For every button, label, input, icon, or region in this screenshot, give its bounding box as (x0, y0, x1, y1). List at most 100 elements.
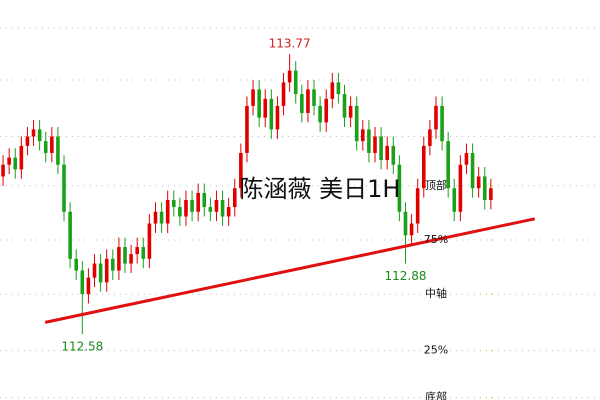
candle (196, 183, 200, 222)
candle (74, 249, 79, 280)
candle (470, 143, 475, 198)
candle (458, 155, 463, 222)
candle (98, 254, 103, 292)
candle (31, 120, 36, 146)
candle-body (470, 152, 475, 189)
candle (300, 84, 304, 123)
candle (165, 190, 170, 233)
candle-body (43, 141, 48, 153)
candle (251, 80, 255, 116)
candle-body (397, 164, 402, 212)
candle (92, 254, 97, 288)
candle (117, 237, 121, 280)
candle (379, 127, 383, 170)
candle (489, 178, 493, 210)
candle (428, 120, 432, 156)
candle-body (92, 263, 97, 278)
candle (104, 249, 109, 292)
candle (281, 72, 286, 116)
candle (111, 249, 115, 280)
candle (263, 89, 268, 128)
candle-body (220, 200, 225, 217)
candle (367, 120, 371, 163)
candle (415, 178, 420, 233)
candle-body (452, 188, 457, 212)
candle (306, 80, 310, 123)
candle-body (68, 211, 72, 259)
candle-body (153, 211, 158, 224)
candle (13, 148, 18, 179)
price-annotation: 112.88 (384, 269, 426, 283)
level-label: 底部 (425, 390, 447, 400)
candle (80, 261, 85, 335)
candle-body (373, 136, 377, 153)
watermark: 陈涵薇 美日1H (240, 175, 401, 203)
candle-body (342, 94, 347, 118)
candle-body (421, 145, 426, 189)
candle-body (263, 98, 268, 118)
candle (434, 96, 438, 139)
candle (354, 96, 359, 151)
candle (25, 127, 30, 156)
candle (476, 167, 481, 198)
trendline (44, 217, 536, 324)
candle-body (312, 89, 316, 106)
candle (348, 96, 353, 128)
candle (208, 197, 213, 222)
candle-body (434, 105, 438, 130)
candle-body (275, 105, 280, 130)
candle (123, 237, 127, 273)
candle-body (446, 141, 450, 189)
candle (452, 178, 457, 222)
candle-body (269, 98, 274, 130)
candle (373, 127, 377, 163)
candle (190, 190, 194, 222)
candle-body (336, 82, 341, 95)
candle (403, 202, 408, 264)
candle-body (403, 211, 408, 236)
candle (184, 190, 188, 226)
candle (50, 127, 54, 163)
candle (245, 96, 249, 163)
candle (391, 136, 396, 175)
candle (135, 237, 139, 264)
candle-body (98, 263, 103, 283)
candle-body (111, 258, 115, 271)
candle-body (50, 136, 54, 153)
candle (361, 120, 365, 151)
candle (232, 178, 237, 217)
candle-body (62, 164, 66, 212)
candle-body (440, 105, 444, 142)
candle-body (361, 129, 365, 142)
candle (324, 89, 329, 132)
candle (482, 167, 487, 210)
candle (202, 183, 207, 217)
candle (1, 155, 5, 186)
candle-body (80, 270, 85, 295)
candle-body (129, 254, 133, 264)
candle-body (415, 188, 420, 224)
candle (19, 136, 24, 179)
candle (68, 202, 72, 269)
candle (312, 80, 316, 116)
candle (464, 143, 469, 175)
candle (214, 190, 219, 222)
candle-body (300, 94, 304, 113)
candle (397, 155, 402, 222)
candle-body (117, 247, 121, 271)
candle (171, 190, 176, 217)
candle-body (245, 105, 249, 153)
candle (330, 72, 335, 109)
candle (86, 268, 91, 304)
candle-body (56, 136, 60, 165)
candle-body (37, 129, 42, 142)
candle-body (74, 258, 79, 271)
candle (275, 96, 280, 139)
candle-body (104, 258, 109, 283)
candle (336, 72, 341, 104)
level-label: 75% (424, 233, 448, 246)
price-annotation: 112.58 (61, 340, 103, 354)
candle-body (147, 223, 152, 259)
